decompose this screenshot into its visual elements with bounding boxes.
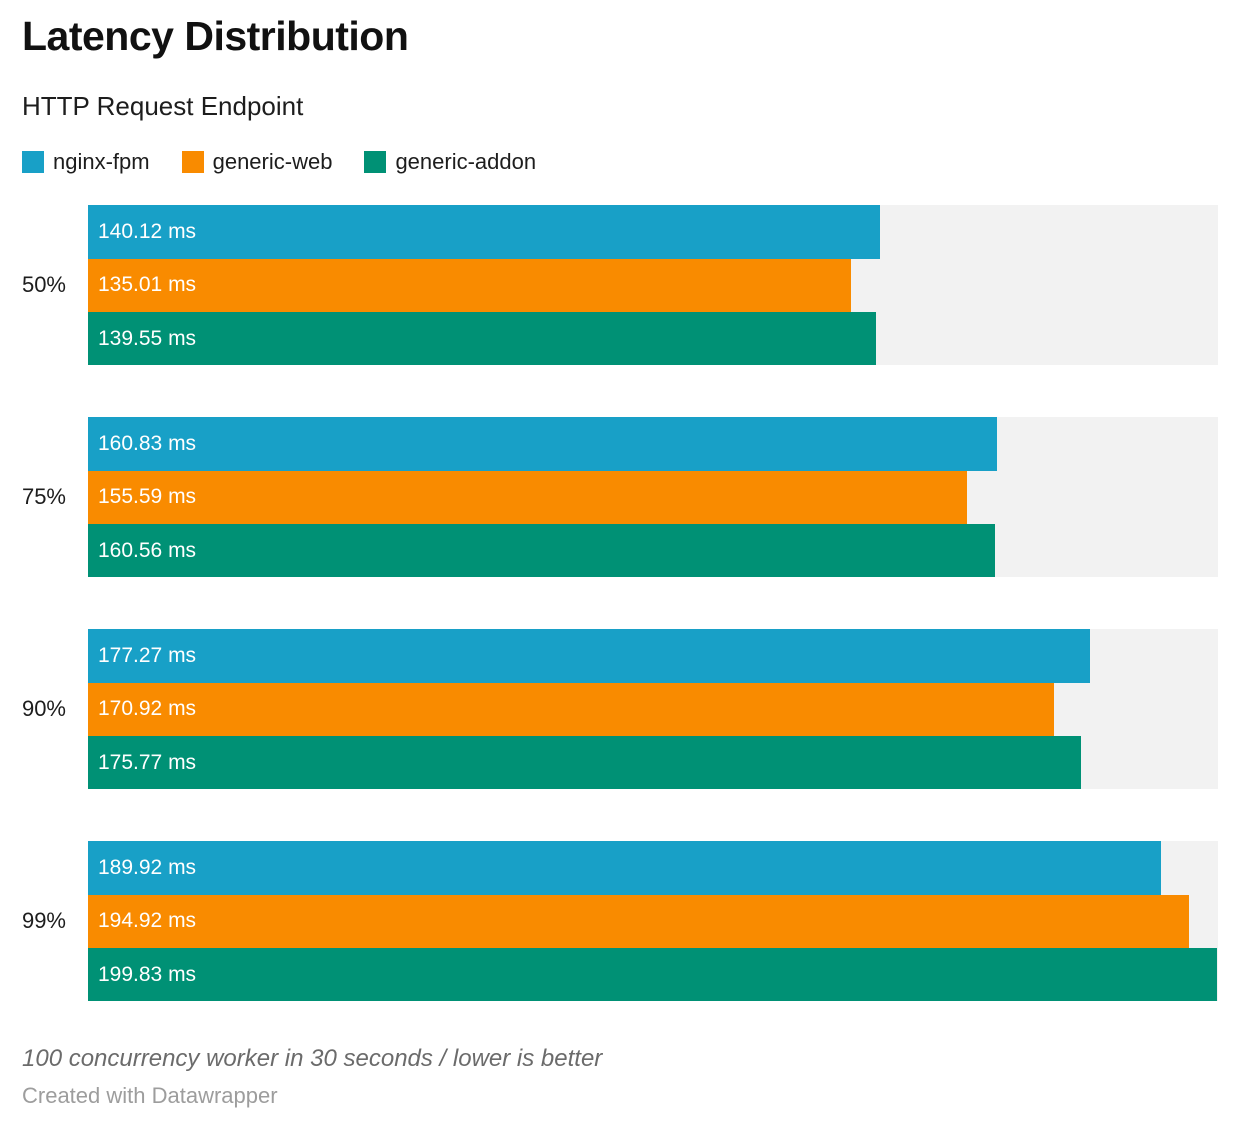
bar-nginx-fpm[interactable]: 160.83 ms (88, 417, 997, 471)
legend-label: nginx-fpm (53, 149, 150, 175)
bar-group-99%: 99% 189.92 ms 194.92 ms 199.83 ms (21, 841, 1218, 1002)
bar-group-75%: 75% 160.83 ms 155.59 ms 160.56 ms (21, 417, 1218, 578)
bar-nginx-fpm[interactable]: 140.12 ms (88, 205, 880, 259)
bar-track: 140.12 ms 135.01 ms 139.55 ms (88, 205, 1218, 366)
legend-swatch-generic-web (181, 151, 204, 174)
bar-value-label: 140.12 ms (98, 220, 197, 244)
legend-label: generic-web (212, 149, 333, 175)
bar-value-label: 177.27 ms (98, 644, 197, 668)
bar-track: 160.83 ms 155.59 ms 160.56 ms (88, 417, 1218, 578)
page-title: Latency Distribution (22, 13, 409, 59)
bar-group-90%: 90% 177.27 ms 170.92 ms 175.77 ms (21, 629, 1218, 790)
bar-value-label: 199.83 ms (98, 962, 197, 986)
bar-value-label: 194.92 ms (98, 909, 197, 933)
bar-value-label: 139.55 ms (98, 326, 197, 350)
legend-item-nginx-fpm: nginx-fpm (22, 149, 150, 175)
bar-value-label: 170.92 ms (98, 697, 197, 721)
bar-value-label: 160.56 ms (98, 538, 197, 562)
bar-generic-web[interactable]: 194.92 ms (88, 894, 1190, 949)
legend-label: generic-addon (395, 149, 537, 175)
legend-item-generic-addon: generic-addon (364, 149, 536, 175)
category-label: 99% (21, 908, 66, 934)
chart-legend: nginx-fpm generic-web generic-addon (22, 149, 1218, 175)
bar-track: 177.27 ms 170.92 ms 175.77 ms (88, 629, 1218, 790)
attribution-text: Created with Datawrapper (22, 1083, 278, 1109)
bar-generic-addon[interactable]: 175.77 ms (88, 736, 1082, 790)
category-label: 90% (21, 696, 66, 722)
bar-value-label: 135.01 ms (98, 273, 197, 297)
bar-generic-addon[interactable]: 139.55 ms (88, 312, 877, 366)
chart-subtitle: HTTP Request Endpoint (22, 91, 304, 122)
legend-item-generic-web: generic-web (181, 149, 333, 175)
bar-value-label: 175.77 ms (98, 750, 197, 774)
bar-value-label: 155.59 ms (98, 485, 197, 509)
bar-value-label: 189.92 ms (98, 856, 197, 880)
legend-swatch-nginx-fpm (22, 151, 44, 174)
bar-nginx-fpm[interactable]: 177.27 ms (88, 629, 1090, 683)
category-label: 50% (21, 272, 66, 298)
bar-generic-web[interactable]: 155.59 ms (88, 470, 968, 525)
bar-generic-addon[interactable]: 199.83 ms (88, 948, 1218, 1002)
legend-swatch-generic-addon (364, 151, 387, 174)
bar-track: 189.92 ms 194.92 ms 199.83 ms (88, 841, 1218, 1002)
bar-generic-web[interactable]: 135.01 ms (88, 258, 851, 313)
footer-note: 100 concurrency worker in 30 seconds / l… (22, 1045, 603, 1073)
bar-group-50%: 50% 140.12 ms 135.01 ms 139.55 ms (21, 205, 1218, 366)
bar-generic-addon[interactable]: 160.56 ms (88, 524, 996, 578)
category-label: 75% (21, 484, 66, 510)
bar-chart: 50% 140.12 ms 135.01 ms 139.55 ms 75% 160.83 … (21, 205, 1218, 1002)
bar-generic-web[interactable]: 170.92 ms (88, 682, 1054, 737)
bar-value-label: 160.83 ms (98, 432, 197, 456)
bar-nginx-fpm[interactable]: 189.92 ms (88, 841, 1162, 895)
